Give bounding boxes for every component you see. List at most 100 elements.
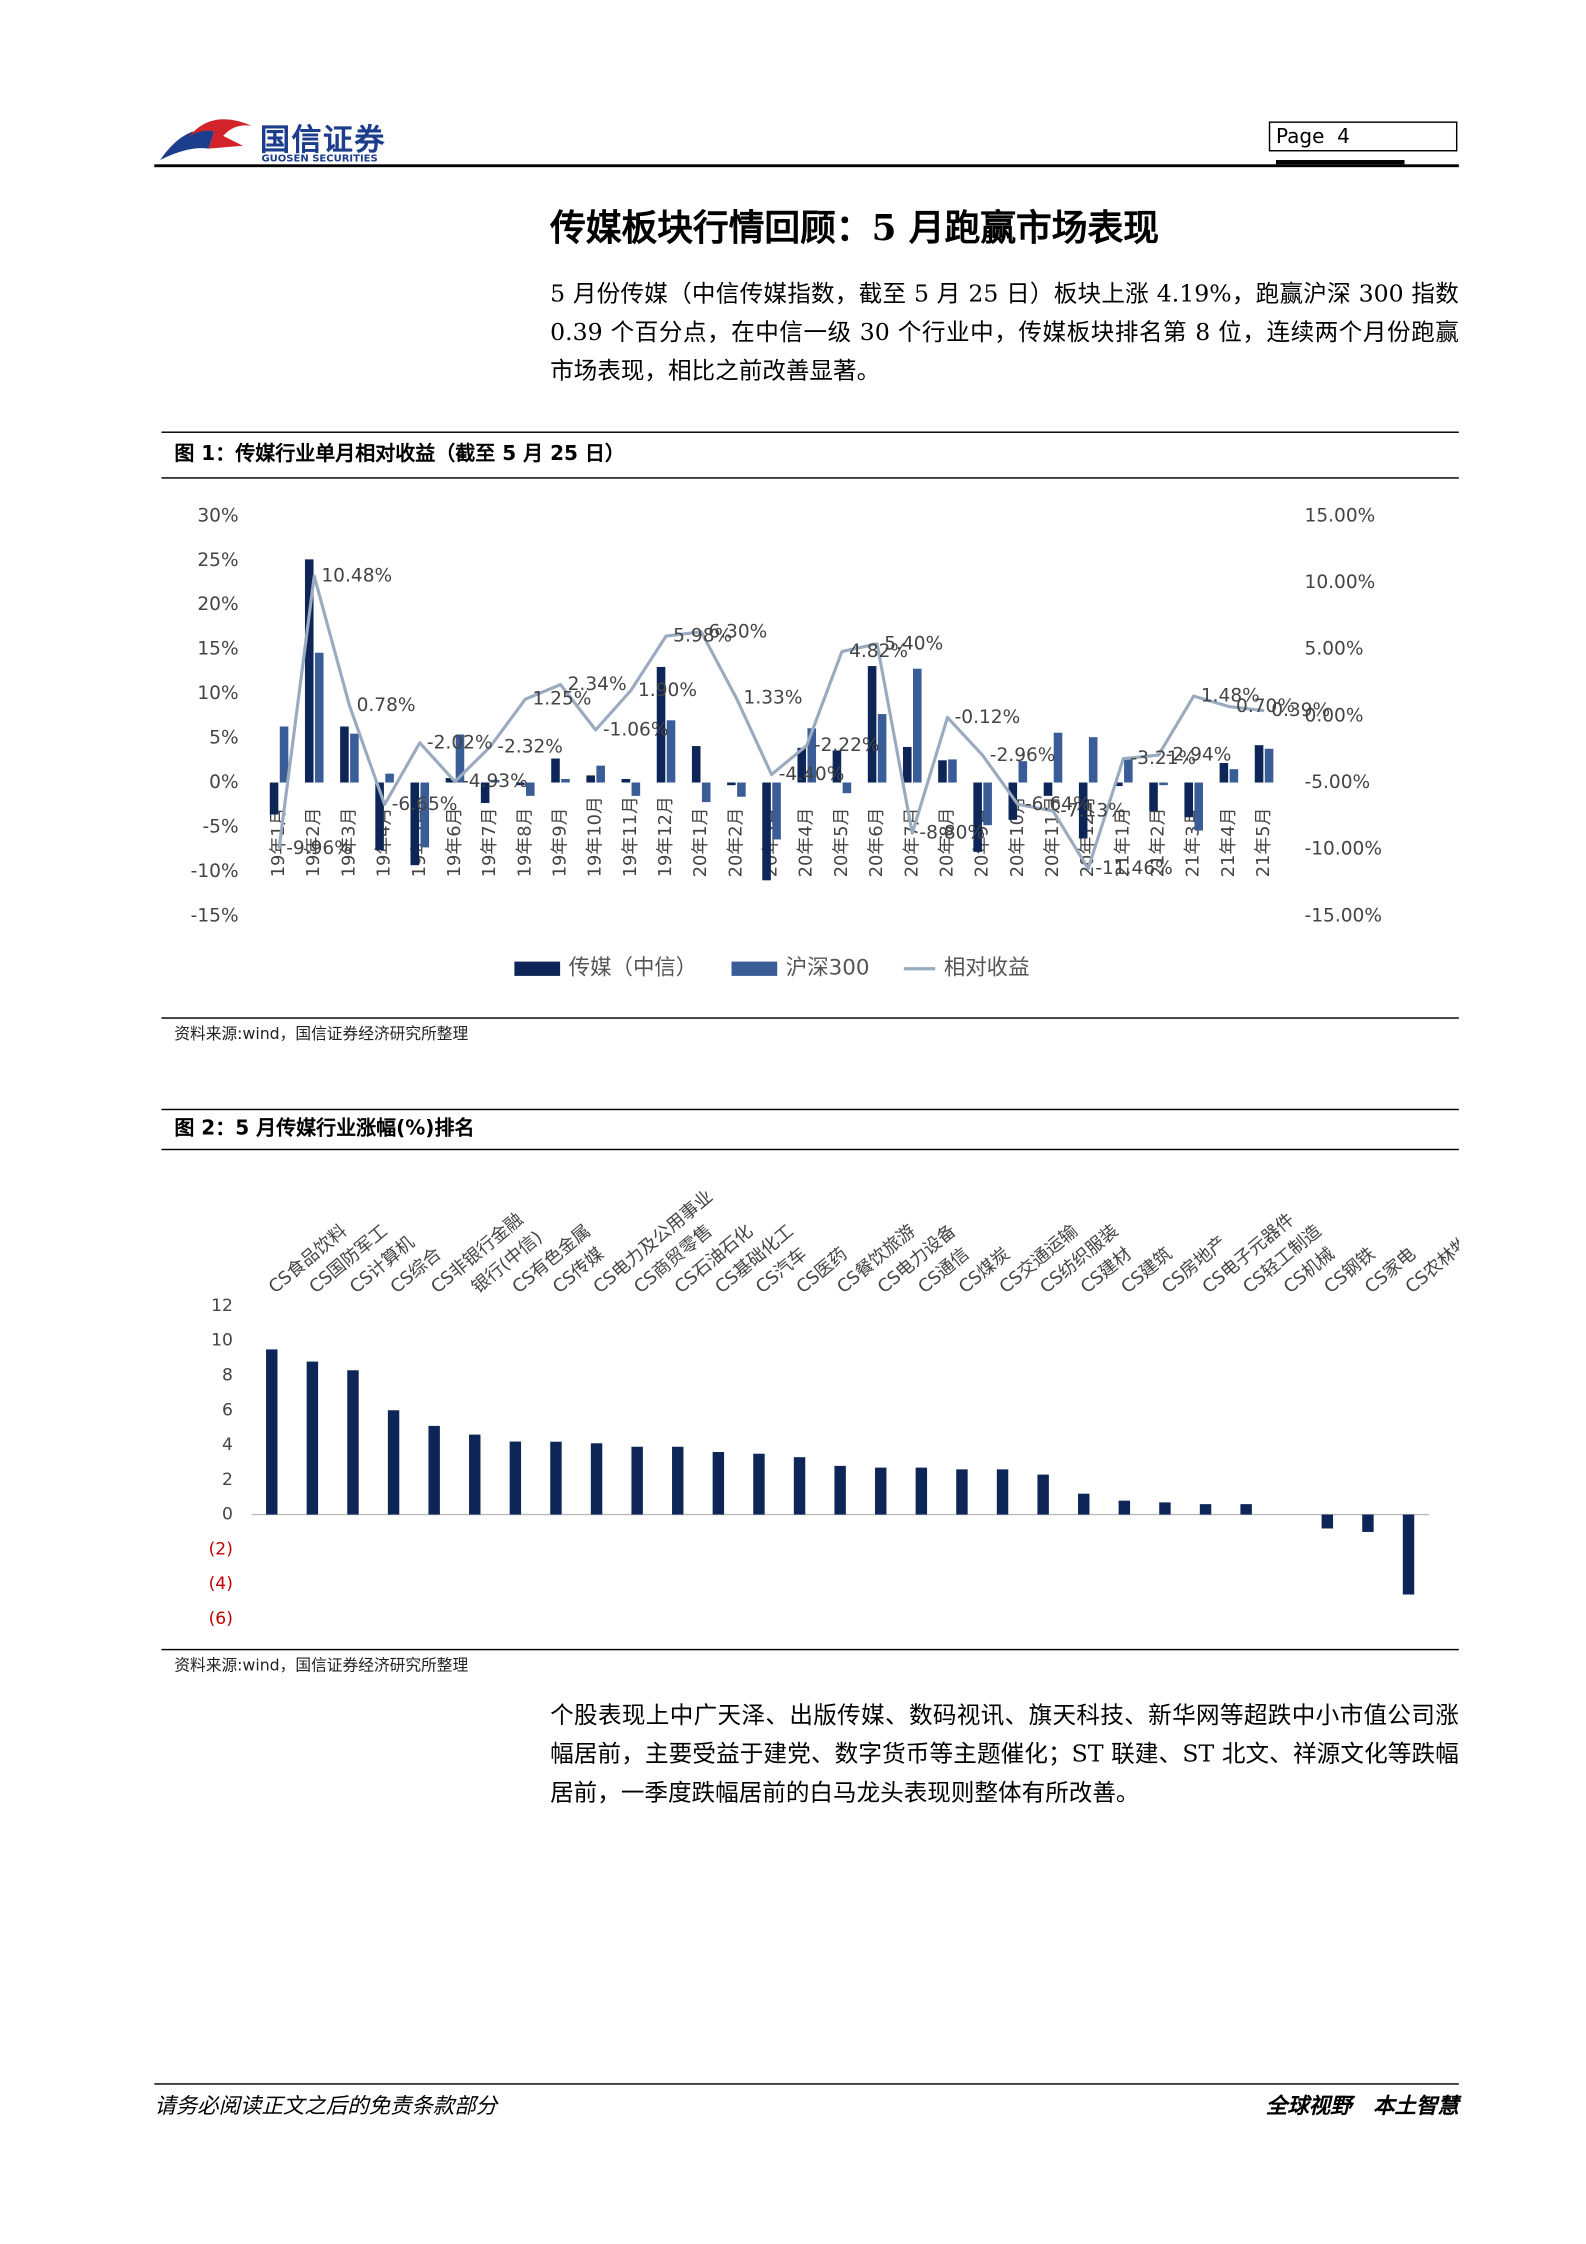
- x-tick-label: 19年9月: [549, 807, 570, 877]
- data-label: 6.30%: [708, 621, 767, 642]
- bar: [340, 726, 349, 783]
- bar: [385, 773, 394, 783]
- data-label: 1.48%: [1201, 686, 1260, 707]
- data-label: 0.39%: [1271, 700, 1330, 721]
- x-tick-label: 19年11月: [620, 796, 641, 877]
- data-label: 1.90%: [638, 680, 697, 701]
- x-tick-label: 20年2月: [725, 807, 746, 877]
- bar: [586, 775, 595, 783]
- data-label: -2.32%: [497, 736, 563, 757]
- y-tick-label: (4): [209, 1574, 233, 1594]
- y-tick-label: 8: [222, 1365, 233, 1385]
- data-label: 0.78%: [357, 695, 416, 716]
- x-tick-label: 21年4月: [1218, 807, 1239, 877]
- y-tick-label: 5%: [209, 728, 238, 749]
- x-tick-label: 19年8月: [514, 807, 535, 877]
- legend-swatch: [514, 961, 561, 976]
- y-tick-label: 4: [222, 1435, 233, 1455]
- figure-source: 资料来源:wind，国信证券经济研究所整理: [174, 1656, 469, 1675]
- bar: [350, 733, 359, 783]
- bar: [797, 747, 807, 783]
- x-tick-label: 21年1月: [1112, 807, 1133, 877]
- bar: [347, 1370, 359, 1515]
- y-tick-label: 0%: [209, 772, 238, 793]
- bar: [701, 782, 711, 803]
- figure-source: 资料来源:wind，国信证券经济研究所整理: [174, 1024, 469, 1044]
- y-tick-label: 2: [222, 1470, 233, 1490]
- bar: [1124, 758, 1133, 783]
- bar: [1321, 1514, 1334, 1529]
- data-label: -6.64%: [1025, 794, 1091, 815]
- bar: [509, 1441, 522, 1515]
- x-tick-label: 19年3月: [338, 807, 359, 877]
- y2-tick-label: 10.00%: [1305, 572, 1376, 593]
- page-underline: [1275, 160, 1405, 165]
- bar: [1088, 737, 1098, 783]
- x-tick-label: 20年8月: [936, 807, 957, 877]
- y2-tick-label: 15.00%: [1305, 505, 1376, 526]
- y-tick-label: 12: [211, 1296, 233, 1316]
- bar: [314, 652, 324, 783]
- y-tick-label: -5%: [202, 816, 238, 837]
- bar: [712, 1451, 725, 1515]
- bar: [956, 1469, 968, 1515]
- bar: [428, 1425, 440, 1515]
- bar: [666, 720, 676, 783]
- bar: [410, 782, 420, 866]
- bar: [1402, 1514, 1415, 1595]
- bar: [948, 759, 957, 783]
- bar: [621, 778, 631, 783]
- bar: [834, 1465, 846, 1515]
- figure-rule: [161, 1148, 1459, 1151]
- bar: [691, 746, 701, 783]
- category-labels: CS食品饮料CS国防军工CS计算机CS综合CS非银行金融银行(中信)CS有色金属…: [265, 1186, 1459, 1298]
- bar: [631, 782, 641, 796]
- data-label: -4.40%: [779, 764, 845, 785]
- y-tick-label: -15%: [191, 905, 239, 926]
- data-label: 4.82%: [849, 641, 908, 662]
- x-tick-label: 19年12月: [655, 796, 676, 877]
- logo-en: GUOSEN SECURITIES: [261, 152, 378, 165]
- legend-label: 沪深300: [786, 956, 870, 981]
- y2-tick-label: -10.00%: [1305, 839, 1382, 860]
- bar: [1184, 782, 1193, 818]
- data-label: -3.21%: [1130, 748, 1196, 769]
- y2-tick-label: -15.00%: [1305, 905, 1382, 926]
- bar: [1018, 761, 1028, 783]
- x-tick-label: 20年6月: [866, 807, 887, 877]
- bar: [1194, 782, 1204, 831]
- footer-right: 全球视野 本土智慧: [1265, 2093, 1459, 2119]
- data-label: -6.65%: [392, 794, 458, 815]
- footer-left: 请务必阅读正文之后的免责条款部分: [154, 2093, 498, 2119]
- bar: [551, 758, 560, 783]
- bar: [912, 668, 922, 783]
- bar: [762, 782, 771, 881]
- bar: [875, 1467, 887, 1515]
- x-tick-label: 20年4月: [796, 807, 817, 877]
- bar: [387, 1410, 400, 1515]
- y-tick-label: 15%: [197, 639, 238, 660]
- x-tick-label: 21年2月: [1148, 807, 1169, 877]
- bar: [455, 734, 465, 783]
- bar: [772, 782, 781, 840]
- legend-label: 传媒（中信）: [569, 956, 698, 981]
- figure-caption: 图 2：5 月传媒行业涨幅(%)排名: [174, 1117, 475, 1141]
- data-label: 1.33%: [744, 688, 803, 709]
- data-label: -8.80%: [919, 823, 985, 844]
- data-label: -7.13%: [1060, 800, 1126, 821]
- bar: [1219, 762, 1229, 783]
- bar: [306, 1361, 319, 1515]
- bar: [550, 1441, 562, 1515]
- bar: [1229, 769, 1239, 783]
- y-tick-label: 25%: [197, 550, 238, 571]
- y2-tick-label: 0.00%: [1305, 705, 1364, 726]
- data-label: 5.98%: [673, 626, 732, 647]
- x-tick-label: 19年6月: [444, 807, 465, 877]
- legend-swatch: [731, 961, 778, 976]
- data-label: -2.96%: [990, 745, 1056, 766]
- x-tick-label: 19年10月: [585, 796, 606, 877]
- x-tick-label: 19年7月: [479, 807, 500, 877]
- bar: [938, 760, 947, 783]
